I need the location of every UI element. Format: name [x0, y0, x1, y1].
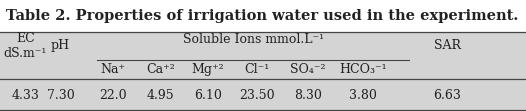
Text: 7.30: 7.30	[47, 89, 74, 102]
Text: pH: pH	[51, 39, 70, 52]
Text: HCO₃⁻¹: HCO₃⁻¹	[339, 63, 387, 76]
Text: Cl⁻¹: Cl⁻¹	[244, 63, 269, 76]
Text: SAR: SAR	[433, 39, 461, 52]
Text: Ca⁺²: Ca⁺²	[146, 63, 175, 76]
Text: 6.10: 6.10	[194, 89, 221, 102]
Text: 23.50: 23.50	[239, 89, 275, 102]
Bar	[0, 0, 526, 32]
Text: 8.30: 8.30	[294, 89, 321, 102]
Text: 4.33: 4.33	[12, 89, 39, 102]
Text: SO₄⁻²: SO₄⁻²	[290, 63, 326, 76]
Text: dS.m⁻¹: dS.m⁻¹	[4, 47, 47, 60]
Text: Na⁺: Na⁺	[100, 63, 126, 76]
Text: Mg⁺²: Mg⁺²	[191, 63, 224, 76]
Text: EC: EC	[16, 32, 35, 45]
Text: 6.63: 6.63	[433, 89, 461, 102]
Text: 3.80: 3.80	[349, 89, 377, 102]
Text: 22.0: 22.0	[99, 89, 127, 102]
Text: Table 2. Properties of irrigation water used in the experiment.: Table 2. Properties of irrigation water …	[6, 9, 519, 23]
Text: 4.95: 4.95	[147, 89, 174, 102]
Bar	[0, 32, 526, 111]
Text: Soluble Ions mmol.L⁻¹: Soluble Ions mmol.L⁻¹	[183, 33, 324, 46]
